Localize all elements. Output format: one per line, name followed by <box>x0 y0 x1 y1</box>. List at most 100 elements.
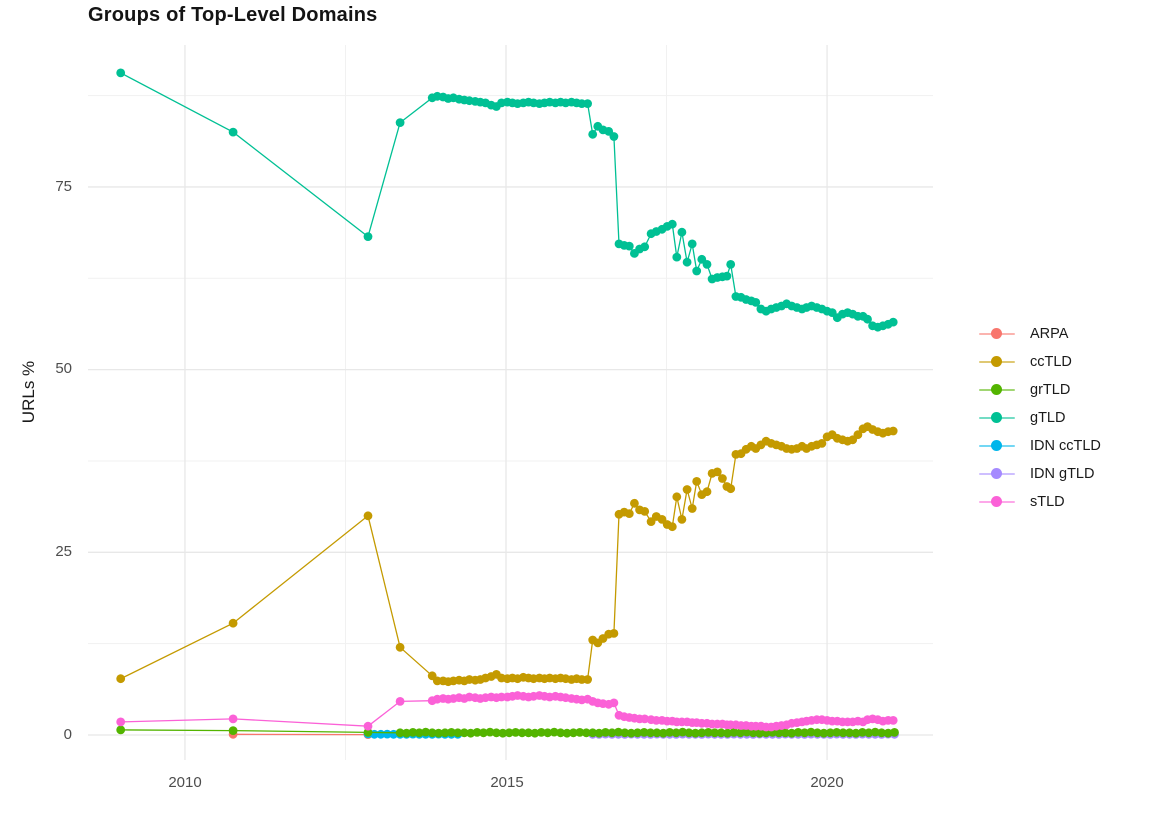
series-point-grtld <box>620 728 630 738</box>
series-point-grtld <box>466 728 476 738</box>
series-point-grtld <box>678 727 687 737</box>
series-point-grtld <box>646 728 655 738</box>
series-point-grtld <box>504 728 514 738</box>
series-point-grtld <box>633 728 642 738</box>
series-point-stld <box>640 714 650 724</box>
legend-item-gtld: gTLD <box>978 404 1101 432</box>
series-point-grtld <box>607 728 617 738</box>
series-point-grtld <box>716 728 726 738</box>
series-point-grtld <box>498 728 508 738</box>
series-point-grtld <box>511 728 520 737</box>
series-point-grtld <box>228 726 238 735</box>
series-point-gtld <box>609 132 619 141</box>
series-point-grtld <box>825 728 835 738</box>
series-point-grtld <box>864 728 874 738</box>
series-point-stld <box>888 716 898 725</box>
series-point-grtld <box>626 728 636 738</box>
series-point-grtld <box>639 728 649 737</box>
series-point-grtld <box>800 728 809 738</box>
series-point-grtld <box>697 728 707 738</box>
series-point-grtld <box>440 728 450 738</box>
series-point-gtld <box>722 271 732 281</box>
series-point-cctld <box>682 485 692 494</box>
series-point-stld <box>363 721 373 731</box>
series-point-gtld <box>640 242 650 252</box>
series-point-grtld <box>556 728 565 738</box>
series-point-cctld <box>116 674 126 684</box>
series-point-grtld <box>845 728 854 738</box>
series-point-idn-cctld <box>382 729 392 739</box>
series-point-grtld <box>883 728 893 738</box>
legend-label: gTLD <box>1030 410 1066 426</box>
series-point-grtld <box>549 727 559 737</box>
series-point-gtld <box>667 219 677 229</box>
series-point-cctld <box>363 511 373 521</box>
series-point-grtld <box>665 728 675 737</box>
legend-item-grtld: grTLD <box>978 376 1101 404</box>
legend: ARPA ccTLD grTLD gTLD IDN ccTLD IDN gTLD… <box>978 320 1101 516</box>
series-point-gtld <box>677 227 687 237</box>
series-point-grtld <box>569 728 578 738</box>
series-point-gtld <box>702 260 712 269</box>
legend-label: IDN ccTLD <box>1030 438 1101 454</box>
series-point-grtld <box>395 728 405 738</box>
series-point-cctld <box>609 629 619 638</box>
series-point-cctld <box>692 477 702 486</box>
series-point-grtld <box>755 728 764 738</box>
series-point-grtld <box>581 728 591 738</box>
x-tick-label-2015: 2015 <box>490 774 524 791</box>
series-point-grtld <box>729 728 739 737</box>
series-point-grtld <box>838 728 848 738</box>
series-point-gtld <box>363 232 373 242</box>
series-point-gtld <box>583 99 592 108</box>
series-point-grtld <box>421 727 431 737</box>
series-point-gtld <box>395 118 405 127</box>
legend-label: ARPA <box>1030 326 1069 342</box>
series-point-grtld <box>890 728 899 737</box>
legend-item-idn-cctld: IDN ccTLD <box>978 432 1101 460</box>
series-point-cctld <box>677 515 687 524</box>
x-tick-label-2020: 2020 <box>810 774 844 791</box>
series-point-grtld <box>813 728 822 738</box>
series-point-grtld <box>543 728 553 738</box>
series-point-grtld <box>524 728 533 738</box>
gtld-point-icon <box>978 404 1018 432</box>
series-point-grtld <box>517 728 527 738</box>
series-line-gtld <box>120 72 894 328</box>
legend-item-cctld: ccTLD <box>978 348 1101 376</box>
series-point-stld <box>228 714 238 724</box>
series-point-cctld <box>228 618 238 628</box>
series-point-grtld <box>414 728 424 738</box>
series-point-grtld <box>530 728 540 738</box>
series-point-grtld <box>806 727 816 737</box>
series-point-cctld <box>718 474 727 483</box>
y-tick-label-0: 0 <box>63 726 72 743</box>
series-point-gtld <box>116 68 126 78</box>
series-point-grtld <box>588 728 598 738</box>
series-point-grtld <box>703 728 713 737</box>
grtld-point-icon <box>978 376 1018 404</box>
x-tick-label-2010: 2010 <box>168 774 202 791</box>
series-point-cctld <box>395 642 405 652</box>
series-point-grtld <box>492 728 501 738</box>
series-point-grtld <box>658 728 668 738</box>
series-point-grtld <box>748 728 758 738</box>
series-point-grtld <box>434 728 443 738</box>
series-point-grtld <box>363 728 373 737</box>
series-point-gtld <box>228 127 238 137</box>
series-point-cctld <box>583 675 592 684</box>
series-point-stld <box>395 697 405 706</box>
chart-title: Groups of Top-Level Domains <box>88 4 378 26</box>
series-point-grtld <box>736 728 745 738</box>
series-point-cctld <box>853 430 863 440</box>
y-axis-title: URLs % <box>19 360 38 424</box>
series-point-gtld <box>588 129 598 139</box>
series-point-grtld <box>780 728 790 738</box>
legend-item-stld: sTLD <box>978 488 1101 516</box>
series-point-grtld <box>723 728 732 738</box>
series-point-grtld <box>710 728 720 738</box>
series-point-cctld <box>702 487 712 497</box>
series-point-cctld <box>640 507 650 516</box>
series-point-grtld <box>858 728 867 737</box>
